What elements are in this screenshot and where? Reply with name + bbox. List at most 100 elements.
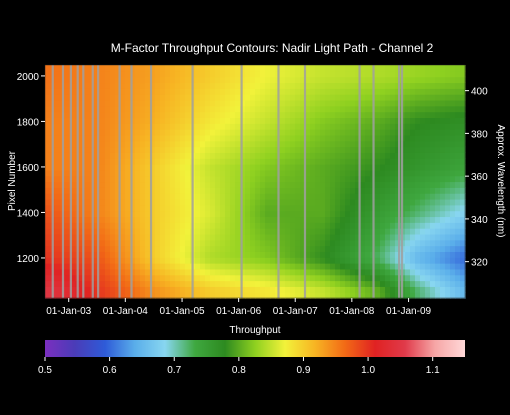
heatmap-cell [390,268,396,276]
heatmap-cell [125,193,131,200]
heatmap-cell [365,70,371,78]
heatmap-cell [310,204,316,212]
heatmap-cell [85,123,91,130]
heatmap-cell [320,222,326,229]
heatmap-cell [270,82,276,89]
heatmap-cell [235,251,241,258]
heatmap-cell [325,94,331,101]
heatmap-cell [255,70,261,78]
heatmap-cell [280,204,286,212]
heatmap-cell [415,181,421,188]
heatmap-cell [295,70,301,78]
heatmap-cell [205,158,211,165]
heatmap-cell [310,65,316,72]
heatmap-cell [130,94,136,101]
heatmap-cell [305,175,311,183]
heatmap-cell [230,274,236,282]
heatmap-cell [125,111,131,119]
heatmap-cell [150,76,156,84]
heatmap-cell [65,175,71,183]
heatmap-cell [350,164,356,171]
heatmap-cell [420,152,426,159]
heatmap-cell [220,94,226,101]
heatmap-cell [70,117,76,124]
heatmap-cell [435,245,441,252]
heatmap-cell [265,245,271,252]
heatmap-cell [175,245,181,252]
y-tick-label: 1200 [17,254,40,265]
heatmap-cell [410,239,416,247]
heatmap-cell [350,193,356,200]
heatmap-cell [295,228,301,235]
heatmap-cell [100,111,106,119]
heatmap-cell [55,82,61,89]
heatmap-cell [155,111,161,119]
heatmap-cell [335,263,341,270]
heatmap-cell [125,152,131,159]
heatmap-cell [450,286,456,293]
heatmap-cell [435,233,441,241]
heatmap-cell [250,175,256,183]
heatmap-cell [65,228,71,235]
heatmap-cell [430,263,436,270]
heatmap-cell [270,268,276,276]
heatmap-cell [435,123,441,130]
heatmap-cell [250,193,256,200]
heatmap-cell [300,94,306,101]
heatmap-cell [335,198,341,206]
heatmap-cell [355,263,361,270]
colorbar-tick-label: 1.0 [361,365,375,376]
heatmap-cell [455,245,461,252]
heatmap-cell [445,268,451,276]
y-tick-label: 2000 [17,72,40,83]
heatmap-cell [300,233,306,241]
heatmap-cell [125,239,131,247]
heatmap-cell [255,210,261,218]
heatmap-cell [295,292,301,299]
heatmap-cell [345,210,351,218]
heatmap-cell [215,193,221,200]
heatmap-cell [390,239,396,247]
heatmap-cell [105,152,111,159]
heatmap-cell [280,140,286,148]
heatmap-cell [295,158,301,165]
heatmap-cell [345,117,351,124]
heatmap-cell [435,175,441,183]
heatmap-cell [360,140,366,148]
heatmap-cell [115,198,121,206]
heatmap-cell [105,187,111,194]
heatmap-cell [340,123,346,130]
heatmap-cell [65,245,71,252]
heatmap-cell [135,181,141,188]
heatmap-cell [105,280,111,287]
heatmap-cell [200,169,206,177]
heatmap-cell [315,263,321,270]
heatmap-cell [305,239,311,247]
heatmap-cell [200,158,206,165]
heatmap-cell [245,129,251,136]
heatmap-cell [285,233,291,241]
heatmap-cell [375,82,381,89]
heatmap-cell [425,193,431,200]
heatmap-cell [220,210,226,218]
heatmap-cell [430,94,436,101]
heatmap-cell [460,169,466,177]
heatmap-cell [315,216,321,223]
heatmap-cell [225,245,231,252]
heatmap-cell [325,111,331,119]
heatmap-cell [460,268,466,276]
heatmap-cell [135,193,141,200]
heatmap-cell [310,169,316,177]
heatmap-cell [335,88,341,95]
heatmap-cell [290,263,296,270]
heatmap-cell [445,193,451,200]
heatmap-cell [330,268,336,276]
heatmap-cell [325,245,331,252]
heatmap-cell [310,175,316,183]
heatmap-cell [200,152,206,159]
heatmap-cell [100,175,106,183]
heatmap-cell [230,228,236,235]
heatmap-cell [195,198,201,206]
heatmap-cell [435,222,441,229]
heatmap-cell [145,88,151,95]
